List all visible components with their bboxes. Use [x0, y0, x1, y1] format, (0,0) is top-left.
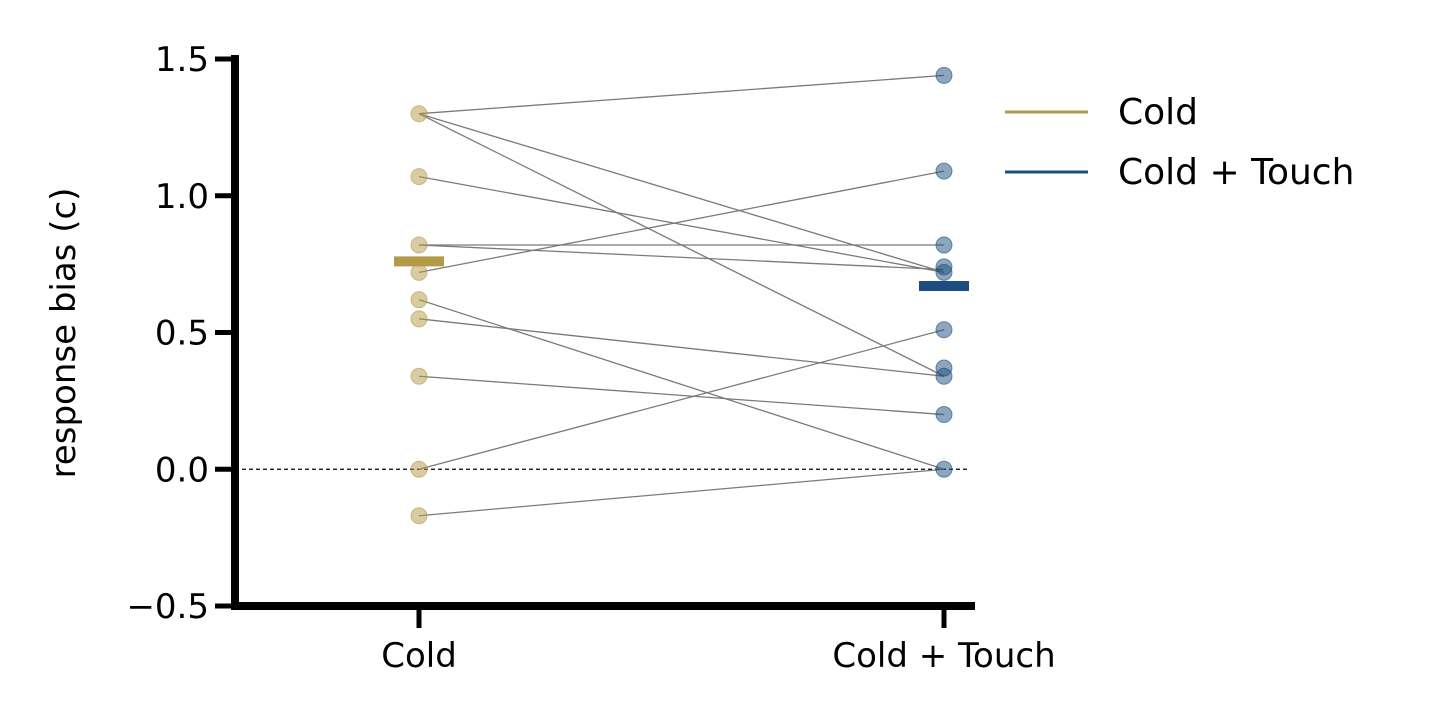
- cold-touch-point-10: [935, 460, 953, 478]
- y-axis-label: response bias (c): [44, 188, 84, 479]
- pair-line-4: [418, 175, 945, 273]
- y-tick-label-4: 0.0: [155, 450, 209, 490]
- cold-touch-mean-marker: [919, 281, 969, 292]
- legend-label-cold: Cold: [1118, 92, 1198, 133]
- cold-touch-point-5: [935, 263, 953, 281]
- data-points-layer: [410, 66, 953, 525]
- y-tick-label-2: 1.0: [155, 177, 209, 217]
- mean-markers-layer: [394, 256, 969, 292]
- cold-point-5: [410, 291, 428, 309]
- x-tick-label-1: Cold: [381, 636, 457, 676]
- cold-point-3: [410, 236, 428, 254]
- pair-line-12: [418, 468, 945, 517]
- pair-line-6: [418, 244, 945, 271]
- pair-line-11: [418, 329, 945, 470]
- cold-touch-point-1: [935, 66, 953, 84]
- axes-layer: [231, 55, 975, 610]
- pair-line-10: [418, 375, 945, 416]
- pair-line-1: [418, 74, 945, 115]
- cold-point-7: [410, 367, 428, 385]
- cold-touch-point-2: [935, 162, 953, 180]
- cold-point-6: [410, 310, 428, 328]
- y-tick-label-1: 1.5: [155, 40, 209, 80]
- legend-label-cold-touch: Cold + Touch: [1118, 152, 1354, 193]
- cold-mean-marker: [394, 256, 444, 267]
- y-tick-label-5: −0.5: [126, 587, 209, 627]
- pair-line-7: [418, 170, 945, 273]
- cold-point-8: [410, 460, 428, 478]
- cold-touch-point-8: [935, 367, 953, 385]
- x-tick-label-2: Cold + Touch: [832, 636, 1055, 676]
- cold-touch-point-3: [935, 236, 953, 254]
- y-tick-label-3: 0.5: [155, 314, 209, 354]
- pair-line-2: [418, 113, 945, 273]
- cold-touch-point-9: [935, 406, 953, 424]
- paired-lines-layer: [418, 74, 945, 517]
- cold-point-4: [410, 263, 428, 281]
- pair-line-9: [418, 318, 945, 377]
- legend: Cold Cold + Touch: [1005, 92, 1354, 193]
- ticks-layer: 1.5 1.0 0.5 0.0 −0.5 Cold Cold + Touch: [126, 40, 1055, 676]
- cold-touch-point-6: [935, 321, 953, 339]
- cold-point-2: [410, 168, 428, 186]
- cold-point-9: [410, 507, 428, 525]
- cold-point-1: [410, 105, 428, 123]
- pair-line-8: [418, 299, 945, 470]
